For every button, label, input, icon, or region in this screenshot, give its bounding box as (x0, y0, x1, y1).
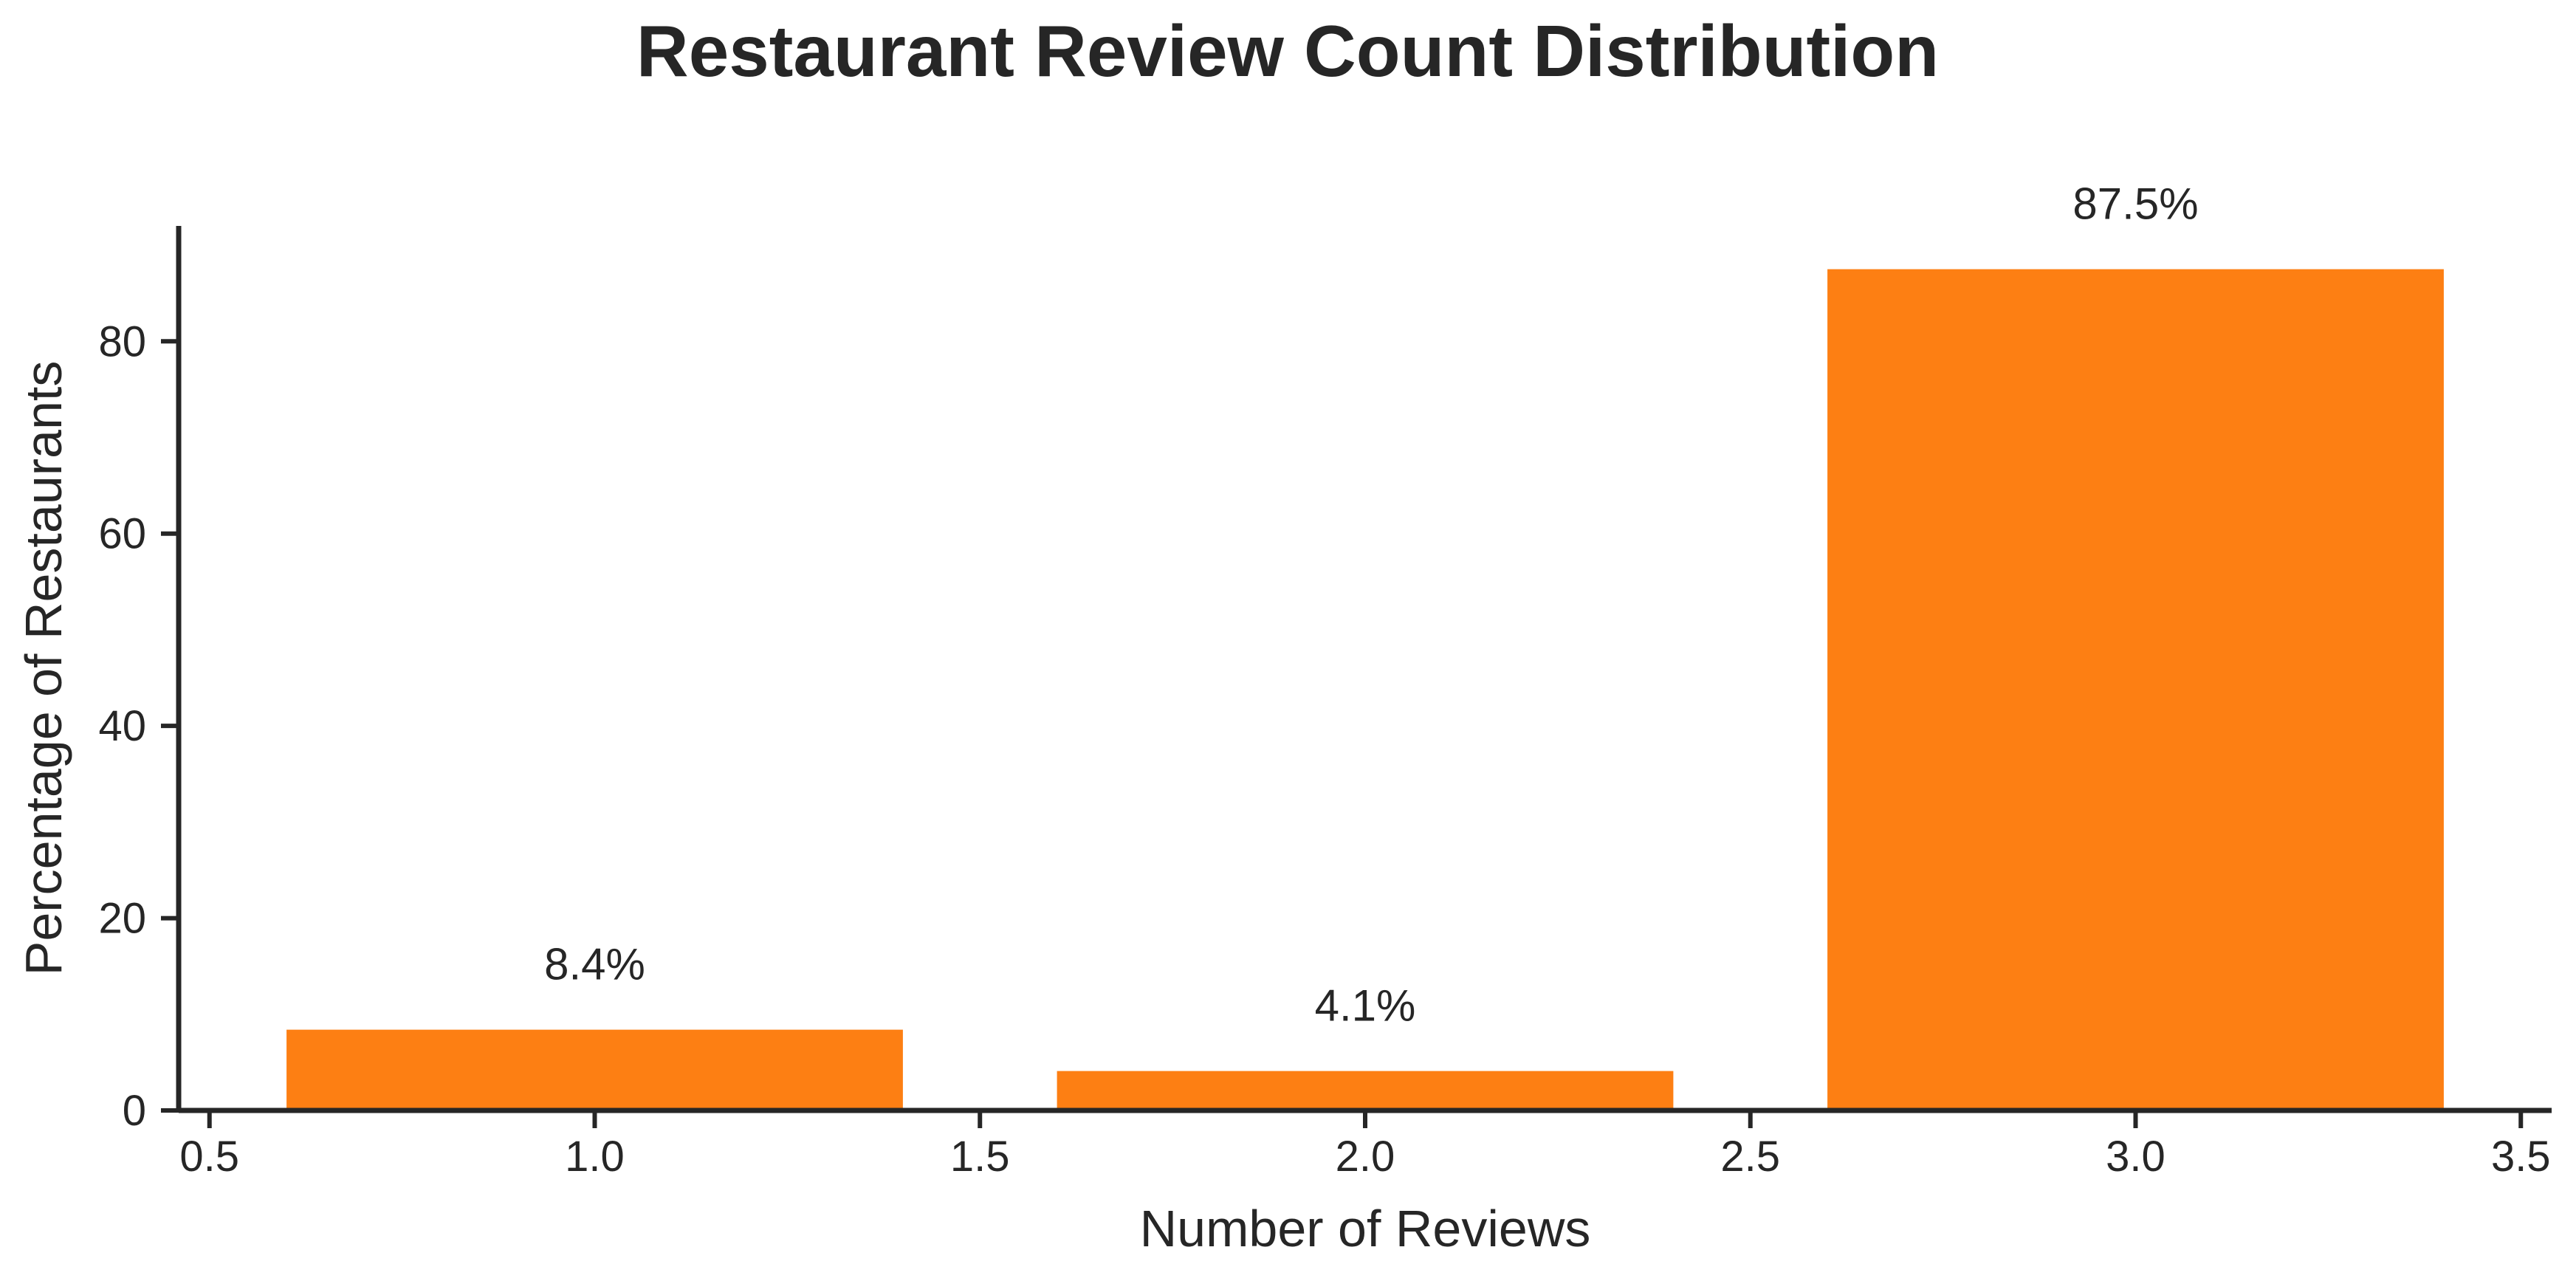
x-tick-label: 1.5 (950, 1133, 1010, 1181)
x-ticks-group: 0.5 1.0 1.5 2.0 2.5 3.0 3.5 (179, 1110, 2551, 1181)
y-tick-label: 40 (98, 702, 146, 750)
x-tick-label: 3.0 (2106, 1133, 2165, 1181)
bar-1 (286, 1029, 903, 1110)
data-labels-group: 8.4% 4.1% 87.5% (544, 179, 2198, 1031)
data-label-1: 8.4% (544, 940, 645, 989)
x-tick-label: 1.0 (565, 1133, 625, 1181)
y-tick-label: 80 (98, 317, 146, 365)
x-tick-label: 3.5 (2491, 1133, 2551, 1181)
bar-2 (1057, 1071, 1674, 1110)
y-tick-label: 60 (98, 510, 146, 558)
data-label-2: 4.1% (1315, 981, 1416, 1031)
bar-3 (1827, 269, 2444, 1110)
bars-group (286, 269, 2444, 1110)
data-label-3: 87.5% (2072, 179, 2198, 229)
x-axis-label: Number of Reviews (1140, 1200, 1591, 1257)
y-tick-label: 20 (98, 895, 146, 943)
x-tick-label: 2.5 (1720, 1133, 1780, 1181)
y-tick-label: 0 (123, 1087, 146, 1135)
y-ticks-group: 0 20 40 60 80 (98, 317, 179, 1135)
x-tick-label: 2.0 (1336, 1133, 1395, 1181)
chart-title: Restaurant Review Count Distribution (636, 10, 1939, 92)
x-tick-label: 0.5 (179, 1133, 239, 1181)
y-axis-label: Percentage of Restaurants (15, 361, 72, 976)
